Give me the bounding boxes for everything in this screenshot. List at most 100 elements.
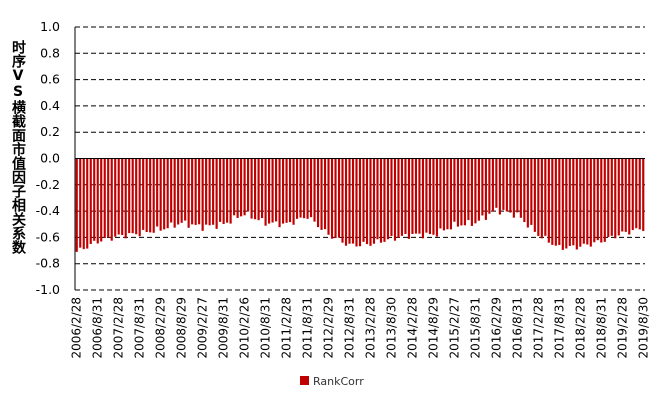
bar [390, 158, 393, 236]
bar [208, 158, 211, 226]
bar [572, 158, 575, 246]
x-tick-label: 2016/2/29 [489, 297, 503, 359]
bar [533, 158, 536, 232]
y-tick-label: 0.8 [40, 45, 60, 60]
x-tick-label: 2007/2/28 [112, 297, 126, 359]
bar [470, 158, 473, 226]
bar [397, 158, 400, 238]
bar [351, 158, 355, 244]
bar [519, 158, 522, 218]
axes [74, 27, 645, 291]
bar [624, 158, 627, 232]
bar [295, 158, 299, 219]
x-tick-label: 2008/8/29 [175, 297, 189, 359]
bar [142, 158, 145, 230]
bar [404, 158, 407, 234]
x-tick-label: 2019/8/30 [636, 297, 650, 359]
bar [372, 158, 376, 244]
bar [285, 158, 288, 223]
bar [421, 158, 425, 239]
bar [453, 158, 456, 222]
bar [477, 158, 480, 221]
bar [302, 158, 306, 219]
bar [582, 158, 585, 244]
y-tick-label: -1.0 [36, 282, 60, 297]
bar [138, 158, 141, 237]
bar [579, 158, 582, 247]
bar [341, 158, 344, 243]
bar [323, 158, 327, 230]
bar [79, 158, 82, 248]
bar [635, 158, 638, 229]
bar [411, 158, 414, 234]
bar [512, 158, 515, 218]
bar [299, 158, 302, 218]
bar [386, 158, 390, 240]
bar [407, 158, 411, 239]
bar [240, 158, 243, 217]
x-tick-label: 2014/8/29 [426, 297, 440, 359]
x-tick-label: 2009/2/27 [196, 297, 210, 359]
y-tick-label: 0.2 [40, 124, 60, 139]
bar [281, 158, 285, 224]
bar [617, 158, 620, 236]
bar [187, 158, 190, 228]
bar [589, 158, 592, 247]
bar [365, 158, 369, 245]
bar [198, 158, 201, 225]
bar [642, 158, 645, 231]
x-tick-label: 2017/8/31 [552, 297, 566, 359]
bar [393, 158, 397, 241]
bar [362, 158, 365, 242]
bar [481, 158, 484, 216]
x-tick-label: 2009/8/31 [217, 297, 231, 359]
bar [369, 158, 372, 246]
bar [523, 158, 526, 223]
bar [355, 158, 358, 247]
bar [103, 158, 106, 239]
bar [334, 158, 337, 239]
bar [439, 158, 442, 229]
bar [435, 158, 439, 237]
bar [278, 158, 281, 228]
bar [292, 158, 295, 225]
bar [110, 158, 113, 241]
bar [502, 158, 505, 210]
bar [610, 158, 613, 236]
bar [547, 158, 550, 243]
x-tick-label: 2015/2/27 [447, 297, 461, 359]
x-tick-label: 2017/2/28 [531, 297, 545, 359]
y-tick-label: -0.8 [36, 256, 60, 271]
bar [177, 158, 180, 225]
bar [565, 158, 568, 249]
bar [530, 158, 533, 225]
legend-swatch [300, 376, 309, 385]
y-tick-label: -0.2 [36, 177, 60, 192]
bar [261, 158, 264, 219]
bar [456, 158, 459, 227]
bar [474, 158, 477, 224]
bar [271, 158, 274, 223]
bar [222, 158, 225, 224]
bar [596, 158, 599, 241]
y-tick-label: 0.6 [40, 72, 60, 87]
y-tick-label: -0.6 [36, 229, 60, 244]
bar [226, 158, 229, 223]
bar [621, 158, 624, 232]
x-tick-label: 2013/8/30 [384, 297, 398, 359]
bar [82, 158, 85, 250]
bar [107, 158, 110, 238]
bar [568, 158, 571, 246]
bar [400, 158, 404, 236]
x-tick-label: 2016/8/31 [510, 297, 524, 359]
bar [205, 158, 208, 225]
x-tick-label: 2013/2/28 [363, 297, 377, 359]
x-tick-label: 2010/8/31 [259, 297, 273, 359]
bar [163, 158, 166, 230]
bar [558, 158, 561, 246]
bar [383, 158, 386, 242]
bar [117, 158, 120, 235]
bar [575, 158, 578, 250]
bar [327, 158, 330, 235]
bar [449, 158, 453, 230]
